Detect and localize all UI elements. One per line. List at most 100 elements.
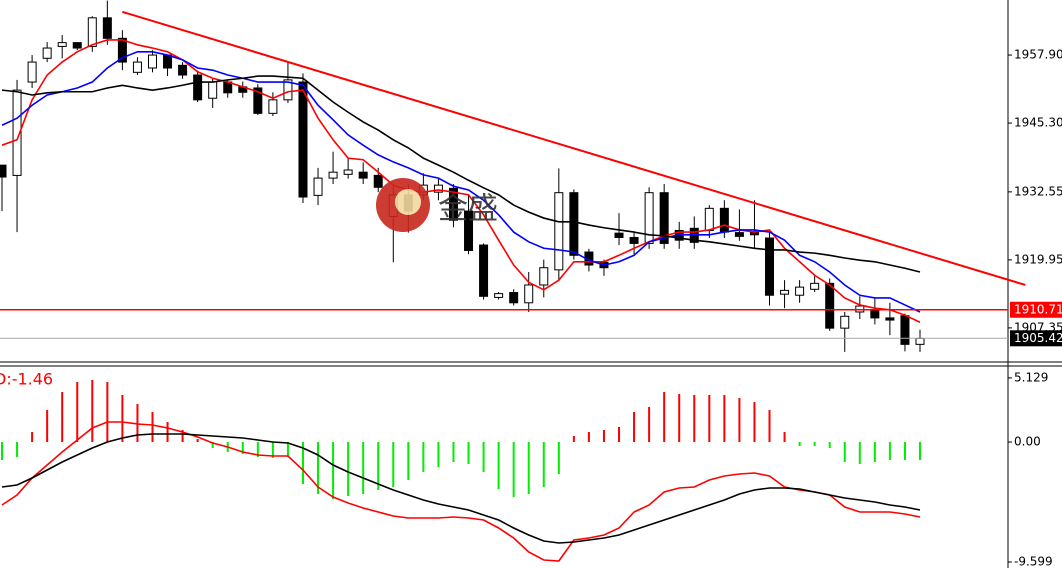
candle-body	[614, 232, 624, 238]
histogram-bar	[663, 392, 666, 442]
indicator-line	[1, 421, 921, 562]
candle-body	[373, 174, 383, 188]
candle-body	[825, 282, 835, 329]
logo-inner	[395, 189, 421, 215]
histogram-bar	[151, 412, 154, 442]
watermark: 金盛	[376, 178, 498, 232]
candle-body	[27, 61, 37, 83]
level-label-box	[1010, 301, 1062, 318]
histogram-bar	[31, 432, 34, 442]
candle-body	[765, 237, 775, 296]
histogram-bar	[16, 442, 19, 457]
candle-body	[328, 171, 338, 179]
histogram-bar	[377, 442, 380, 490]
candle-body	[193, 74, 203, 101]
histogram-bar	[91, 380, 94, 442]
histogram-bar	[332, 442, 335, 499]
histogram-bar	[828, 442, 831, 448]
candle-body	[885, 317, 895, 321]
candle-body	[509, 292, 519, 304]
histogram-bar	[618, 427, 621, 442]
candle-body	[855, 305, 865, 313]
candle-body	[253, 87, 263, 114]
histogram-bar	[738, 398, 741, 442]
histogram-bar	[422, 442, 425, 472]
histogram-bar	[241, 442, 244, 454]
candle-body	[42, 47, 52, 59]
candle-body	[900, 315, 910, 345]
candle-body	[795, 286, 805, 296]
histogram-bar	[527, 442, 530, 494]
histogram-bar	[648, 407, 651, 442]
y-tick-label: 1919.95	[1014, 252, 1062, 266]
histogram-bar	[497, 442, 500, 489]
candle-body	[464, 210, 474, 251]
histogram-bar	[1, 442, 3, 460]
histogram-bar	[602, 430, 605, 442]
candle-body	[780, 289, 790, 295]
histogram-bar	[858, 442, 861, 464]
histogram-bar	[753, 402, 756, 442]
candle-body	[0, 164, 7, 178]
candle-body	[554, 192, 564, 271]
histogram-bar	[633, 412, 636, 442]
histogram-bar	[106, 382, 109, 442]
trend-line	[122, 10, 1026, 286]
price-label-box	[1010, 330, 1062, 347]
candle-body	[479, 244, 489, 297]
candle-body	[178, 64, 188, 76]
candle-body	[494, 293, 504, 298]
indicator-line	[1, 75, 921, 273]
histogram-bar	[61, 392, 64, 442]
histogram-bar	[181, 430, 184, 442]
candle-body	[57, 42, 67, 47]
histogram-bar	[542, 442, 545, 487]
histogram-bar	[768, 410, 771, 442]
candle-body	[147, 54, 157, 69]
histogram-bar	[317, 442, 320, 494]
histogram-bar	[678, 394, 681, 442]
histogram-bar	[467, 442, 470, 464]
watermark-text: 金盛	[438, 192, 498, 227]
indicator-label: D:-1.46	[0, 370, 53, 389]
candle-body	[313, 177, 323, 196]
y-tick-label: 5.129	[1014, 370, 1048, 384]
histogram-bar	[693, 395, 696, 442]
histogram-bar	[256, 442, 259, 457]
indicator-line	[1, 39, 921, 323]
histogram-bar	[572, 436, 575, 442]
candle-body	[810, 282, 820, 290]
candle-body	[283, 79, 293, 101]
histogram-bar	[407, 442, 410, 480]
histogram-bar	[919, 442, 921, 460]
candle-body	[132, 61, 142, 73]
candle-body	[102, 17, 112, 39]
histogram-bar	[843, 442, 846, 462]
histogram-bar	[437, 442, 440, 467]
histogram-bar	[587, 432, 590, 442]
histogram-bar	[813, 442, 816, 446]
candle-body	[117, 37, 127, 63]
candle-body	[734, 232, 744, 237]
candle-body	[870, 309, 880, 319]
histogram-bar	[286, 442, 289, 457]
candle-body	[268, 99, 278, 114]
histogram-bar	[196, 439, 199, 442]
candle-body	[163, 54, 173, 69]
candle-body	[659, 192, 669, 244]
histogram-bar	[166, 422, 169, 442]
histogram-bar	[512, 442, 515, 497]
candle-body	[704, 207, 714, 231]
candle-body	[433, 184, 443, 193]
histogram-bar	[211, 442, 214, 448]
histogram-bar	[888, 442, 891, 460]
candle-body	[569, 192, 579, 256]
y-tick-label: 0.00	[1014, 435, 1041, 449]
candle-body	[524, 284, 534, 304]
histogram-bar	[392, 442, 395, 487]
candle-body	[629, 236, 639, 244]
y-tick-label: 1932.55	[1014, 184, 1062, 198]
candle-body	[358, 171, 368, 179]
histogram-bar	[557, 442, 560, 474]
